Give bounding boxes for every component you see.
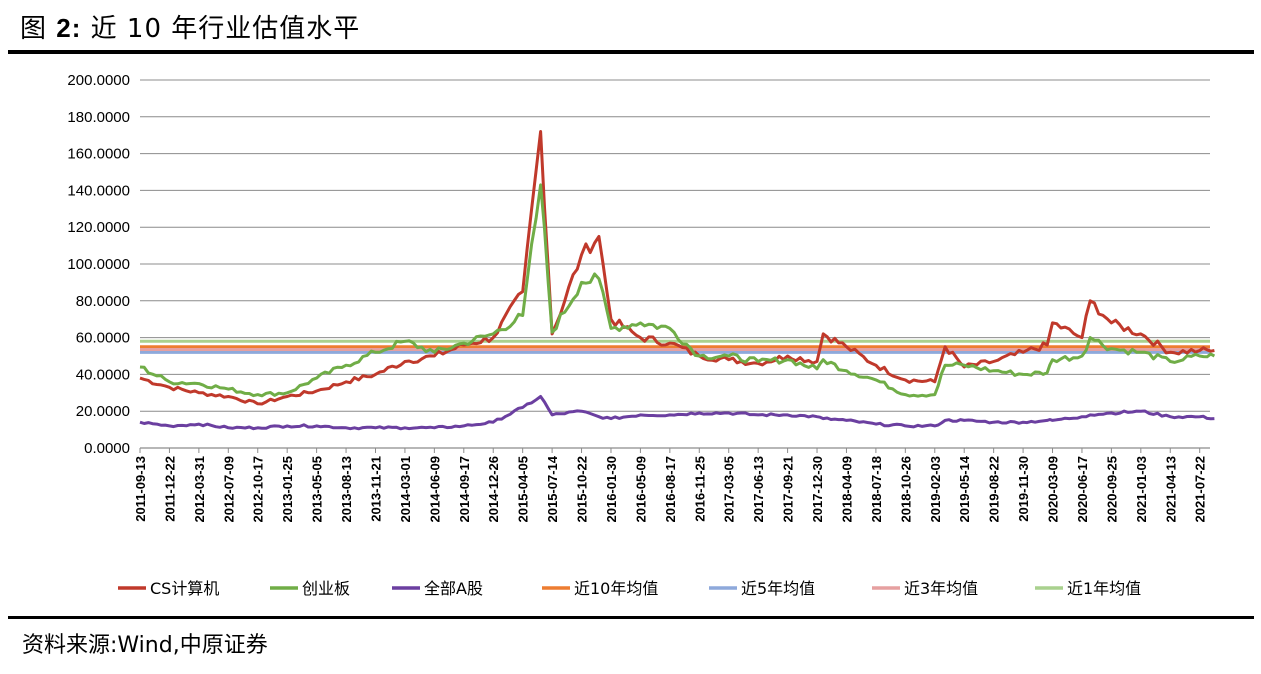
bottom-rule (8, 616, 1254, 619)
x-tick-label: 2013-05-05 (310, 456, 325, 523)
x-tick-label: 2020-03-09 (1046, 456, 1061, 523)
top-rule (8, 50, 1254, 54)
x-tick-label: 2014-09-17 (457, 456, 472, 523)
y-tick-label: 60.0000 (76, 330, 130, 347)
x-tick-label: 2020-06-17 (1075, 456, 1090, 523)
x-tick-label: 2015-10-22 (575, 456, 590, 523)
figure-title-prefix: 图 (20, 14, 48, 44)
x-tick-label: 2018-07-18 (869, 456, 884, 523)
x-tick-label: 2016-05-09 (633, 456, 648, 523)
series-line (139, 130, 1215, 406)
series-lines (139, 130, 1216, 431)
valuation-line-chart: 0.0000 20.0000 40.0000 60.0000 80.0000 100.00… (67, 72, 1216, 598)
series-line (139, 395, 1215, 431)
x-tick-label: 2013-08-13 (339, 456, 354, 523)
x-tick-label: 2012-10-17 (251, 456, 266, 523)
x-tick-label: 2015-04-05 (516, 456, 531, 523)
x-tick-label: 2018-04-09 (839, 456, 854, 523)
x-tick-label: 2018-10-26 (898, 456, 913, 523)
y-axis-ticks: 0.0000 20.0000 40.0000 60.0000 80.0000 100.00… (67, 72, 130, 457)
legend-label: 近3年均值 (904, 579, 978, 598)
y-tick-label: 200.0000 (67, 72, 130, 89)
figure-title: 图 2: 近 10 年行业估值水平 (20, 8, 360, 49)
x-tick-label: 2019-11-30 (1016, 456, 1031, 522)
legend-label: 近1年均值 (1067, 579, 1141, 598)
x-tick-label: 2013-01-25 (280, 456, 295, 523)
x-tick-label: 2017-09-21 (781, 456, 796, 523)
y-tick-label: 160.0000 (67, 146, 130, 163)
x-tick-label: 2017-03-05 (722, 456, 737, 523)
y-tick-label: 40.0000 (76, 366, 130, 383)
y-tick-label: 180.0000 (67, 109, 130, 126)
x-tick-label: 2013-11-21 (368, 456, 383, 522)
figure-title-number: 2: (56, 13, 82, 43)
y-tick-label: 0.0000 (84, 440, 130, 457)
y-tick-label: 120.0000 (67, 219, 130, 236)
legend-label: 创业板 (302, 579, 350, 598)
x-tick-label: 2020-09-25 (1104, 456, 1119, 523)
x-axis-ticks: 2011-09-13 2011-12-22 2012-03-31 2012-07-09… (133, 455, 1208, 522)
figure-title-text: 近 10 年行业估值水平 (90, 14, 361, 44)
x-tick-label: 2011-12-22 (162, 456, 177, 522)
x-tick-label: 2021-07-22 (1193, 456, 1208, 523)
grid-lines (140, 79, 1210, 412)
y-tick-label: 140.0000 (67, 182, 130, 199)
x-tick-label: 2019-05-14 (957, 455, 972, 522)
y-tick-label: 80.0000 (76, 293, 130, 310)
y-tick-label: 20.0000 (76, 403, 130, 420)
legend-label: 近5年均值 (741, 579, 815, 598)
legend-label: 近10年均值 (574, 579, 658, 598)
x-tick-label: 2014-12-26 (486, 456, 501, 523)
x-tick-label: 2015-07-14 (545, 455, 560, 522)
legend-label: 全部A股 (424, 579, 483, 598)
x-tick-label: 2012-07-09 (221, 456, 236, 523)
series-line (139, 183, 1216, 398)
x-tick-label: 2014-06-09 (427, 456, 442, 523)
y-tick-label: 100.0000 (67, 256, 130, 273)
source-note: 资料来源:Wind,中原证券 (22, 633, 268, 658)
x-tick-label: 2019-02-03 (928, 456, 943, 523)
x-tick-label: 2017-06-13 (751, 456, 766, 523)
x-axis (139, 447, 1210, 453)
x-tick-label: 2021-04-13 (1163, 456, 1178, 523)
x-tick-label: 2011-09-13 (133, 456, 148, 522)
x-tick-label: 2016-11-25 (692, 456, 707, 522)
x-tick-label: 2012-03-31 (192, 456, 207, 523)
legend-label: CS计算机 (150, 579, 219, 598)
x-tick-label: 2016-08-17 (663, 456, 678, 523)
x-tick-label: 2019-08-22 (987, 456, 1002, 523)
x-tick-label: 2017-12-30 (810, 456, 825, 523)
legend: CS计算机 创业板 全部A股 近10年均值 近5年均值 近3年均值 近1年均值 (118, 579, 1141, 598)
x-tick-label: 2016-01-30 (604, 456, 619, 523)
x-tick-label: 2014-03-01 (398, 456, 413, 523)
x-tick-label: 2021-01-03 (1134, 456, 1149, 523)
